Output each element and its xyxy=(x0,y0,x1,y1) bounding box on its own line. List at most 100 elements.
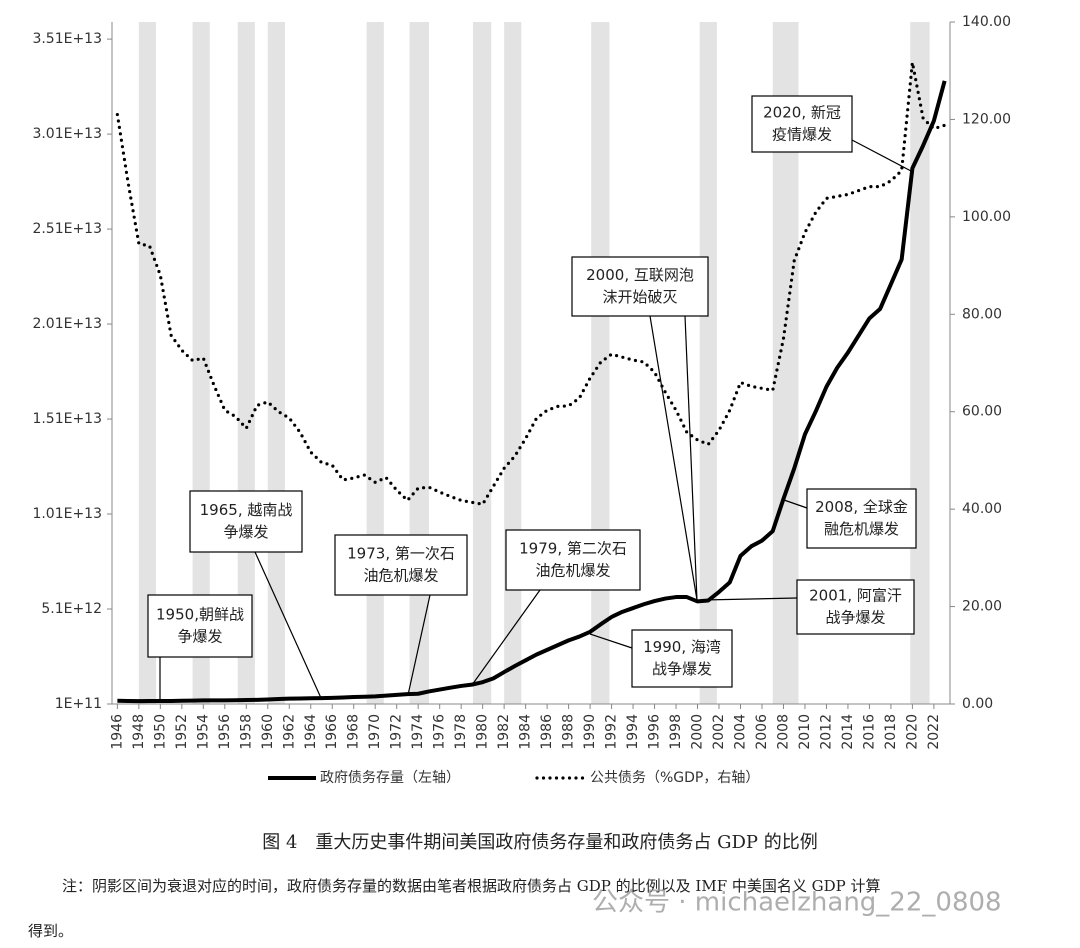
x-tick-label: 1946 xyxy=(109,714,125,750)
series-line xyxy=(115,60,947,506)
y-tick-label: 1.51E+13 xyxy=(32,411,102,427)
annotation-leader xyxy=(783,499,808,509)
annotation-text: 2008, 全球金 xyxy=(815,498,908,516)
legend-label: 公共债务（%GDP，右轴） xyxy=(590,770,759,786)
y-tick-label: 3.51E+13 xyxy=(32,31,102,47)
note-line: 注：阴影区间为衰退对应的时间，政府债务存量的数据由笔者根据政府债务占 GDP 的… xyxy=(62,877,881,895)
annotation-text: 沫开始破灭 xyxy=(602,288,677,306)
annotation-leader xyxy=(649,315,698,601)
x-tick-label: 1992 xyxy=(604,714,620,750)
x-tick-label: 1966 xyxy=(324,714,340,750)
annotation-text: 油危机爆发 xyxy=(535,562,610,580)
x-tick-label: 2008 xyxy=(775,714,791,750)
shaded-period xyxy=(504,22,522,704)
y-tick-label: 2.51E+13 xyxy=(32,221,102,237)
x-tick-label: 2018 xyxy=(883,714,899,750)
annotation-leader xyxy=(702,597,798,601)
annotation-box xyxy=(631,629,733,688)
x-tick-label: 1996 xyxy=(647,714,663,750)
x-tick-label: 2006 xyxy=(754,714,770,750)
x-tick-label: 1998 xyxy=(668,714,684,750)
x-tick-label: 1968 xyxy=(346,714,362,750)
annotation-text: 1979, 第二次石 xyxy=(519,540,627,558)
shaded-period xyxy=(409,22,429,704)
annotation-box xyxy=(751,95,853,153)
annotation-box xyxy=(571,256,709,317)
x-tick-label: 1950 xyxy=(152,714,168,750)
shaded-period xyxy=(267,22,285,704)
annotation-box xyxy=(147,594,253,658)
annotation-text: 战争爆发 xyxy=(652,660,712,678)
x-tick-label: 1956 xyxy=(217,714,233,750)
annotation-leader xyxy=(589,633,633,649)
x-tick-label: 1954 xyxy=(195,714,211,750)
x-tick-label: 2000 xyxy=(690,714,706,750)
annotation-text: 1973, 第一次石 xyxy=(347,545,455,563)
annotation-text: 2000, 互联网泡 xyxy=(586,266,694,284)
annotation-leader xyxy=(684,315,698,601)
x-tick-label: 2010 xyxy=(797,714,813,750)
series-line xyxy=(117,80,947,704)
x-tick-label: 2016 xyxy=(861,714,877,750)
annotation-box xyxy=(796,579,915,635)
x-tick-label: 1948 xyxy=(131,714,147,750)
annotation-box xyxy=(505,529,641,591)
annotation-text: 战争爆发 xyxy=(825,609,885,627)
x-tick-label: 2004 xyxy=(733,714,749,750)
shaded-period xyxy=(138,22,157,704)
note-line: 得到。 xyxy=(28,922,73,940)
annotation-box xyxy=(334,534,468,596)
x-tick-label: 1960 xyxy=(260,714,276,750)
legend-label: 政府债务存量（左轴） xyxy=(320,770,460,786)
annotation-text: 争爆发 xyxy=(223,523,268,541)
y-tick-label: 1E+11 xyxy=(55,696,102,712)
annotation-leader xyxy=(407,594,431,696)
annotation-leader xyxy=(851,139,912,172)
x-tick-label: 1958 xyxy=(238,714,254,750)
x-tick-label: 1980 xyxy=(475,714,491,750)
y-tick-label: 1.01E+13 xyxy=(32,506,102,522)
annotation-leader xyxy=(471,589,541,686)
annotation-text: 2020, 新冠 xyxy=(763,104,841,122)
x-tick-label: 1962 xyxy=(281,714,297,750)
x-tick-label: 2012 xyxy=(818,714,834,750)
annotation-box xyxy=(189,490,303,553)
annotation-text: 疫情爆发 xyxy=(772,126,832,144)
x-tick-label: 1974 xyxy=(410,714,426,750)
annotation-text: 融危机爆发 xyxy=(824,520,899,538)
x-tick-label: 1984 xyxy=(518,714,534,750)
x-tick-label: 2002 xyxy=(711,714,727,750)
x-tick-label: 2014 xyxy=(840,714,856,750)
annotation-text: 1965, 越南战 xyxy=(200,501,293,519)
annotation-text: 油危机爆发 xyxy=(363,567,438,585)
y2-tick-label: 0.00 xyxy=(962,696,993,712)
caption: 图 4 重大历史事件期间美国政府债务存量和政府债务占 GDP 的比例 xyxy=(262,832,818,853)
y2-tick-label: 20.00 xyxy=(962,599,1002,615)
x-tick-label: 2022 xyxy=(926,714,942,750)
y-tick-label: 5.1E+12 xyxy=(41,601,102,617)
annotation-box xyxy=(806,488,917,549)
annotation-text: 2001, 阿富汗 xyxy=(809,587,902,605)
annotation-text: 争爆发 xyxy=(177,628,222,646)
x-tick-label: 1994 xyxy=(625,714,641,750)
x-tick-label: 1976 xyxy=(432,714,448,750)
y2-tick-label: 40.00 xyxy=(962,501,1002,517)
x-tick-label: 1978 xyxy=(453,714,469,750)
y2-tick-label: 120.00 xyxy=(962,111,1011,127)
x-tick-label: 1982 xyxy=(496,714,512,750)
x-tick-label: 1972 xyxy=(389,714,405,750)
x-tick-label: 1970 xyxy=(367,714,383,750)
x-tick-label: 1986 xyxy=(539,714,555,750)
y2-tick-label: 60.00 xyxy=(962,404,1002,420)
watermark: 公众号 · michaelzhang_22_0808 xyxy=(592,888,1002,918)
shaded-period xyxy=(366,22,384,704)
x-tick-label: 1990 xyxy=(582,714,598,750)
y2-tick-label: 140.00 xyxy=(962,14,1011,30)
x-tick-label: 1964 xyxy=(303,714,319,750)
x-tick-label: 2020 xyxy=(904,714,920,750)
y2-tick-label: 80.00 xyxy=(962,306,1002,322)
annotation-leader xyxy=(254,551,322,699)
shaded-period xyxy=(472,22,492,704)
y-tick-label: 2.01E+13 xyxy=(32,316,102,332)
x-tick-label: 1988 xyxy=(561,714,577,750)
